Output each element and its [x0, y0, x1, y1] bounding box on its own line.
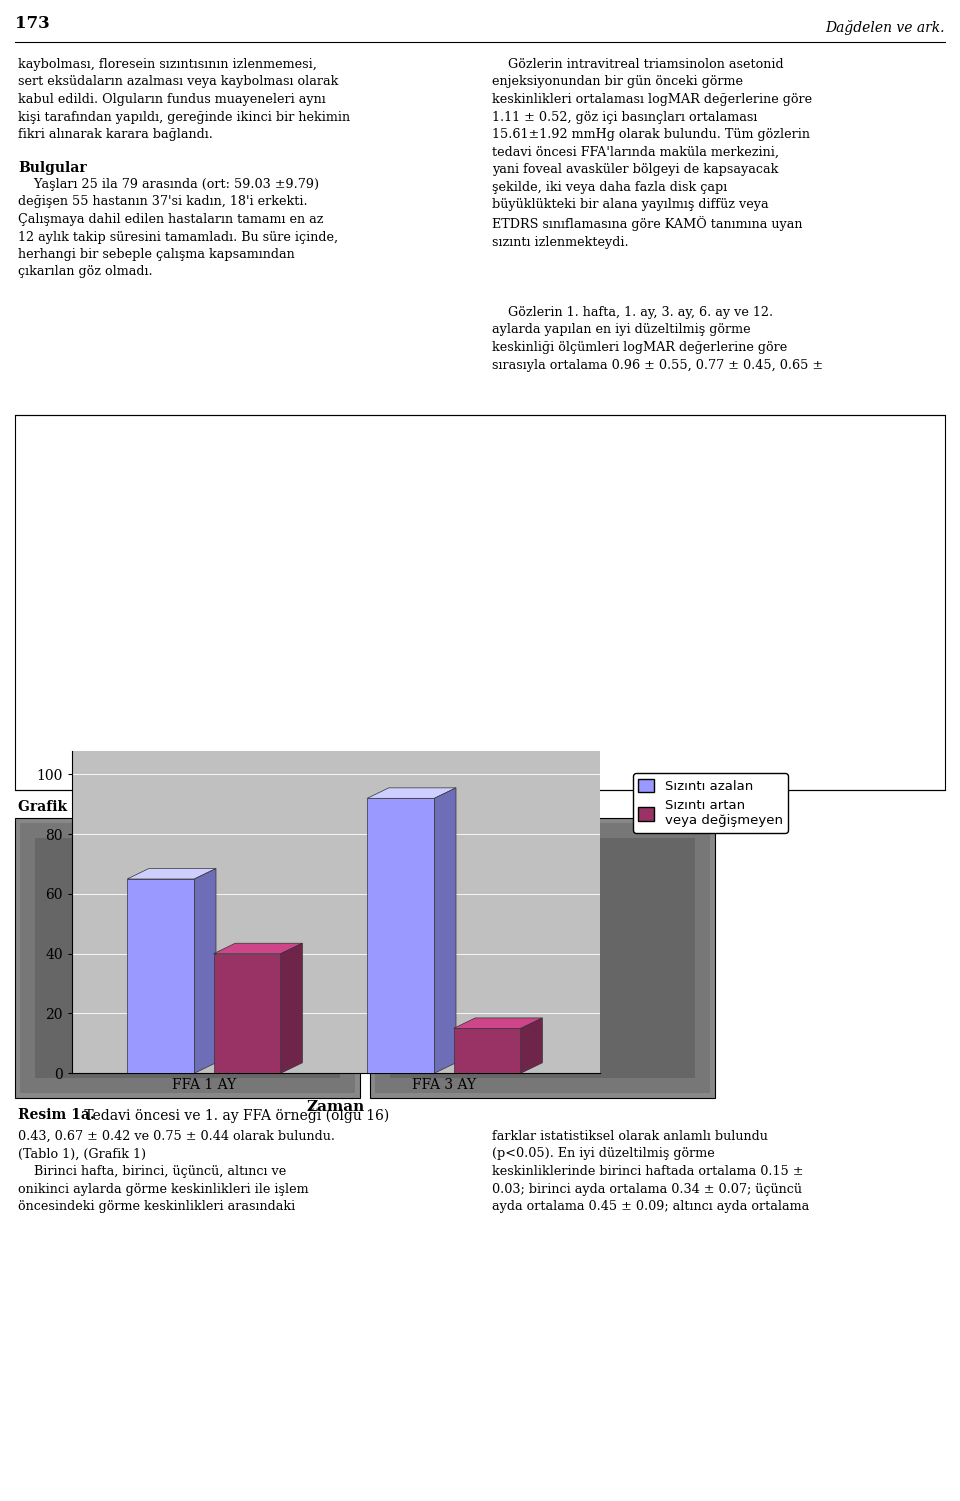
Polygon shape: [520, 1018, 542, 1073]
Text: Bulgular: Bulgular: [18, 161, 86, 176]
Bar: [370, 818, 715, 1099]
Bar: [367, 799, 434, 1073]
Bar: [15, 414, 945, 790]
Bar: [213, 953, 280, 1073]
Text: farklar istatistiksel olarak anlamlı bulundu
(p<0.05). En iyi düzeltilmiş görme
: farklar istatistiksel olarak anlamlı bul…: [492, 1130, 809, 1213]
Text: Hastaların tedavi sonrası FFA bulgu oranları (%): Hastaların tedavi sonrası FFA bulgu oran…: [76, 800, 424, 815]
Polygon shape: [454, 1018, 542, 1028]
Polygon shape: [367, 788, 456, 799]
Bar: [454, 1028, 521, 1073]
Text: 0.43, 0.67 ± 0.42 ve 0.75 ± 0.44 olarak bulundu.
(Tablo 1), (Grafik 1)
    Birin: 0.43, 0.67 ± 0.42 ve 0.75 ± 0.44 olarak …: [18, 1130, 335, 1213]
Bar: [127, 880, 194, 1073]
Bar: [375, 823, 710, 1093]
Bar: [390, 838, 695, 1078]
Text: Gözlerin intravitreal triamsinolon asetonid
enjeksiyonundan bir gün önceki görme: Gözlerin intravitreal triamsinolon aseto…: [492, 59, 812, 249]
Polygon shape: [127, 869, 216, 880]
Text: 173: 173: [15, 15, 50, 32]
Text: Gözlerin 1. hafta, 1. ay, 3. ay, 6. ay ve 12.
aylarda yapılan en iyi düzeltilmiş: Gözlerin 1. hafta, 1. ay, 3. ay, 6. ay v…: [492, 306, 823, 372]
Bar: [35, 838, 340, 1078]
Legend: Sızıntı azalan, Sızıntı artan
veya değişmeyen: Sızıntı azalan, Sızıntı artan veya değiş…: [633, 773, 788, 833]
Text: Dağdelen ve ark.: Dağdelen ve ark.: [826, 20, 945, 35]
Text: Yaşları 25 ila 79 arasında (ort: 59.03 ±9.79)
değişen 55 hastanın 37'si kadın, 1: Yaşları 25 ila 79 arasında (ort: 59.03 ±…: [18, 179, 338, 279]
Text: kaybolması, floresein sızıntısının izlenmemesi,
sert eksüdaların azalması veya k: kaybolması, floresein sızıntısının izlen…: [18, 59, 350, 141]
Polygon shape: [194, 869, 216, 1073]
Polygon shape: [280, 943, 302, 1073]
Text: Tedavi öncesi ve 1. ay FFA örneği (olgu 16): Tedavi öncesi ve 1. ay FFA örneği (olgu …: [80, 1108, 389, 1123]
Text: Resim 1a.: Resim 1a.: [18, 1108, 95, 1123]
Polygon shape: [213, 943, 302, 953]
Text: Grafik 2.: Grafik 2.: [18, 800, 86, 814]
Polygon shape: [434, 788, 456, 1073]
Bar: [20, 823, 355, 1093]
X-axis label: Zaman: Zaman: [307, 1100, 365, 1114]
Bar: [15, 818, 360, 1099]
